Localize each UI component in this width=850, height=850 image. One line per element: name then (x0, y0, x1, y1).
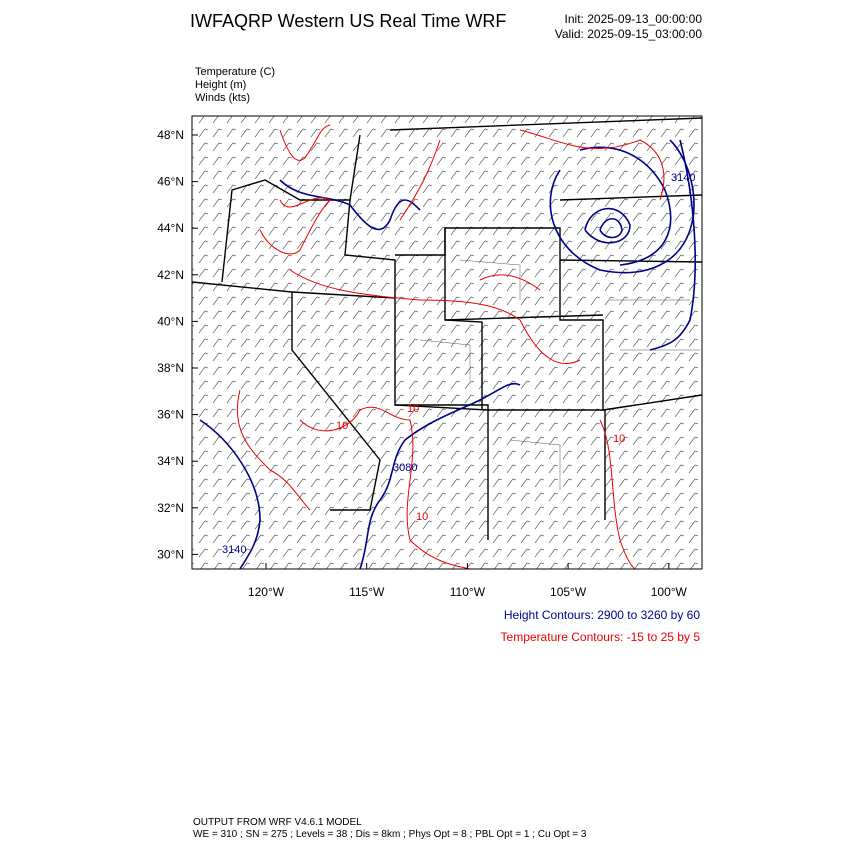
lat-label: 40°N (157, 314, 184, 328)
lat-label: 42°N (157, 268, 184, 282)
temperature-contour-label: 10 (416, 511, 428, 523)
temperature-contours (236, 124, 665, 569)
temperature-contour-label: 10 (407, 403, 419, 415)
footer-line: WE = 310 ; SN = 275 ; Levels = 38 ; Dis … (193, 829, 587, 840)
height-contour-label: 3080 (393, 462, 417, 474)
temperature-contour-label: 10 (613, 433, 625, 445)
lon-label: 120°W (248, 585, 285, 599)
lon-label: 115°W (349, 585, 385, 599)
lat-label: 36°N (157, 408, 184, 422)
title: IWFAQRP Western US Real Time WRF (190, 11, 506, 31)
height-contours (199, 139, 697, 569)
lat-label: 30°N (157, 547, 184, 561)
init-time: Init: 2025-09-13_00:00:00 (565, 12, 703, 26)
lat-label: 32°N (157, 501, 184, 515)
field-label: Height (m) (195, 79, 246, 91)
lat-label: 34°N (157, 454, 184, 468)
lat-label: 38°N (157, 361, 184, 375)
field-label: Temperature (C) (195, 66, 275, 78)
footer-line: OUTPUT FROM WRF V4.6.1 MODEL (193, 817, 362, 828)
lat-label: 44°N (157, 221, 184, 235)
state-borders (192, 117, 702, 540)
lat-label: 46°N (157, 175, 184, 189)
lat-label: 48°N (157, 128, 184, 142)
map-area (192, 116, 702, 569)
height-contour-info: Height Contours: 2900 to 3260 by 60 (504, 608, 700, 622)
field-label: Winds (kts) (195, 92, 250, 104)
lat-labels: 48°N 46°N 44°N 42°N 40°N 38°N 36°N 34°N 32°N 30°N (157, 128, 198, 561)
lon-label: 105°W (550, 585, 587, 599)
lon-labels: 120°W 115°W 110°W 105°W 100°W (248, 563, 688, 599)
county-borders (419, 259, 700, 490)
valid-time: Valid: 2025-09-15_03:00:00 (555, 27, 703, 41)
map-frame (191, 115, 703, 570)
height-contour-label: 3140 (222, 544, 246, 556)
lon-label: 100°W (651, 585, 688, 599)
lon-label: 110°W (450, 585, 486, 599)
height-contour-label: 3140 (671, 172, 695, 184)
temperature-contour-label: 10 (336, 420, 348, 432)
temperature-contour-info: Temperature Contours: -15 to 25 by 5 (501, 630, 701, 644)
